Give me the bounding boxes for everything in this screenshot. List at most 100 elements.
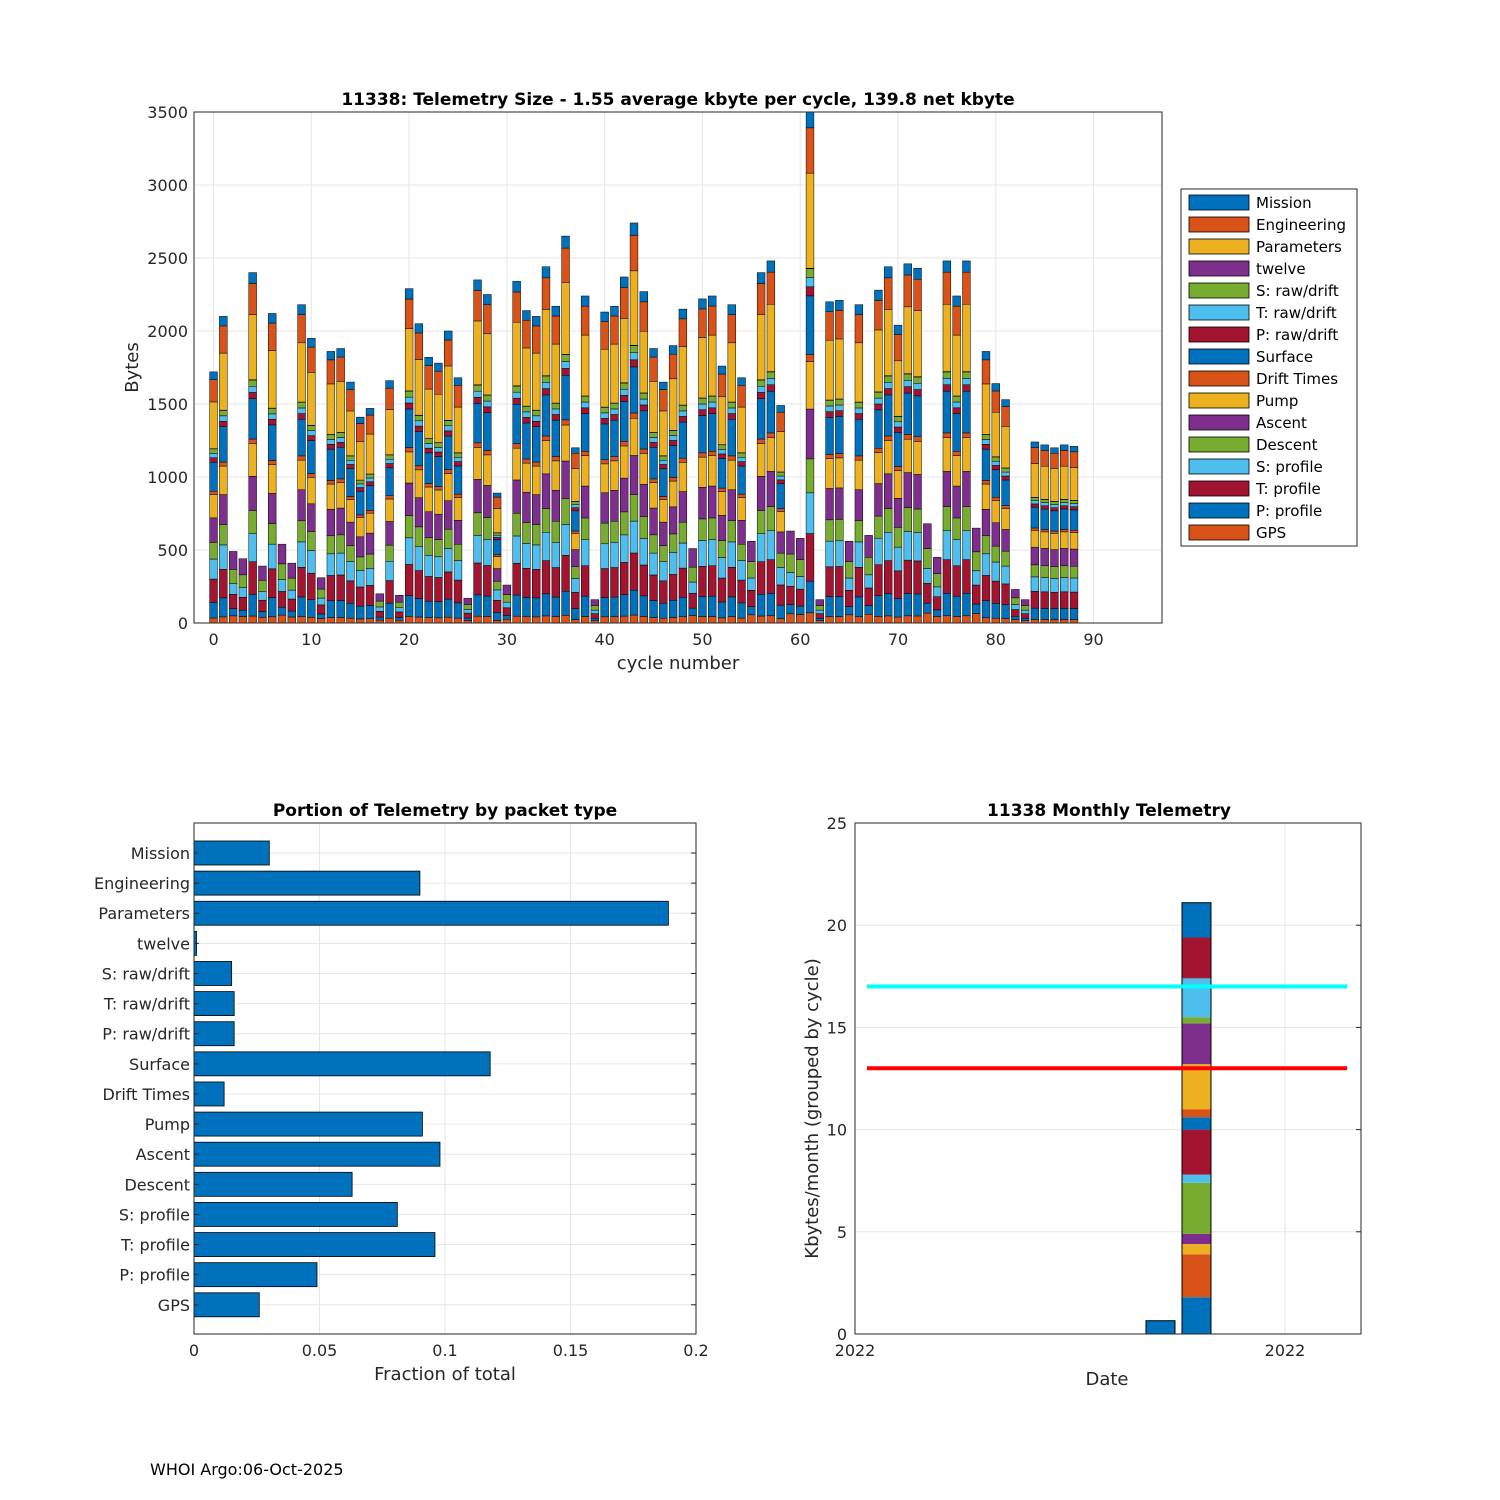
bar-cycle-18-t-profile: [385, 580, 394, 604]
bar-cycle-42-s-raw-drift: [620, 382, 629, 390]
bar-cycle-27-t-raw-drift: [473, 390, 482, 398]
bar-cycle-41-t-profile: [610, 567, 619, 598]
legend-swatch: [1188, 392, 1250, 409]
bar-cycle-46-s-profile: [659, 561, 668, 582]
portion-chart: Mission Engineering Parameters twelve S: raw…: [94, 801, 709, 1385]
bar-cycle-70-t-profile: [893, 570, 903, 599]
bar-cycle-52-s-profile: [717, 557, 727, 579]
bar-cycle-35-p-raw-drift: [551, 414, 560, 421]
bar-cycle-52-descent: [717, 540, 727, 558]
bar-cycle-18-s-raw-drift: [385, 454, 394, 460]
bar-cycle-64-p-raw-drift: [835, 410, 844, 417]
bar-cycle-79-s-raw-drift: [981, 434, 991, 440]
legend-entry: Drift Times: [1256, 370, 1338, 388]
bar-cycle-79-pump: [981, 483, 991, 510]
bar-cycle-63-t-profile: [825, 566, 834, 597]
bar-cycle-24-gps: [444, 616, 453, 624]
bar-cycle-58-pump: [776, 511, 785, 533]
bar-cycle-35-pump: [551, 460, 560, 491]
bar-cycle-51-s-profile: [708, 539, 717, 567]
bar-cycle-69-gps: [884, 615, 893, 624]
legend-swatch: [1188, 194, 1250, 211]
bar-cycle-22-t-profile: [424, 576, 433, 602]
bar-cycle-36-parameters: [561, 282, 570, 355]
bar-cycle-57-p-profile: [766, 593, 776, 617]
bar-cycle-18-pump: [385, 498, 394, 522]
bar-cycle-48-t-raw-drift: [678, 410, 688, 417]
bar-cycle-81-mission: [1001, 399, 1010, 407]
bar-cycle-75-ascent: [942, 471, 952, 507]
bar-cycle-66-s-raw-drift: [854, 402, 864, 409]
y-tick-label: 500: [157, 541, 188, 560]
bar-cycle-77-s-profile: [962, 530, 971, 560]
bar-cycle-70-engineering: [893, 334, 903, 362]
bar-cycle-32-mission: [522, 310, 531, 321]
bar-cycle-9-mission: [297, 304, 306, 315]
bar-cycle-48-pump: [678, 462, 688, 492]
bar-cycle-35-drift-times: [551, 456, 560, 462]
bar-cycle-58-t-profile: [776, 584, 785, 606]
category-label: Parameters: [98, 904, 190, 923]
bar-cycle-6-drift-times: [268, 460, 277, 465]
bar-cycle-67-t-profile: [864, 587, 873, 606]
bar-cycle-25-mission: [453, 377, 463, 386]
bar-cycle-74-descent: [932, 573, 942, 588]
bar-cycle-45-surface: [649, 447, 658, 480]
bar-cycle-46-p-raw-drift: [659, 464, 668, 470]
bar-cycle-51-ascent: [708, 485, 717, 519]
bar-cycle-41-engineering: [610, 315, 619, 345]
bar-cycle-50-s-raw-drift: [698, 398, 707, 405]
bar-cycle-38-t-profile: [580, 565, 590, 597]
bar-cycle-25-s-profile: [453, 560, 463, 581]
bar-cycle-31-ascent: [512, 479, 521, 514]
bar-cycle-38-s-profile: [580, 539, 590, 567]
bar-cycle-41-descent: [610, 520, 619, 543]
bar-cycle-10-parameters: [307, 372, 316, 426]
bar-cycle-14-ascent: [346, 521, 355, 546]
bar-cycle-31-gps: [512, 615, 521, 624]
bar-cycle-43-drift-times: [629, 412, 639, 419]
bar-cycle-50-gps: [698, 616, 707, 624]
bar-cycle-31-drift-times: [512, 443, 521, 449]
x-tick-label: 2022: [835, 1341, 876, 1360]
bar-cycle-86-s-profile: [1050, 578, 1059, 593]
bar-cycle-14-drift-times: [346, 496, 355, 500]
bar-cycle-7-t-profile: [277, 591, 287, 608]
bar-cycle-40-descent: [600, 522, 609, 545]
bar-cycle-6-t-profile: [268, 568, 277, 598]
bar-cycle-39-t-profile: [590, 613, 600, 619]
bar-cycle-54-s-profile: [737, 560, 746, 581]
bar-cycle-45-gps: [649, 617, 658, 624]
bar-cycle-76-gps: [952, 616, 961, 624]
bar-cycle-21-t-raw-drift: [414, 420, 424, 427]
y-tick-label: 0: [837, 1325, 847, 1344]
bar-cycle-4-p-raw-drift: [248, 392, 257, 399]
bar-cycle-6-s-profile: [268, 543, 277, 570]
bar-cycle-80-t-profile: [991, 580, 1000, 604]
bar-cycle-15-mission: [356, 416, 365, 424]
x-tick-label: 70: [888, 630, 908, 649]
bar-cycle-57-gps: [766, 615, 776, 624]
bar-cycle-75-p-profile: [942, 593, 952, 617]
bar-cycle-0-descent: [209, 542, 218, 560]
bar-cycle-28-s-profile: [483, 539, 492, 566]
bar-cycle-41-s-raw-drift: [610, 403, 619, 410]
bar-cycle-13-surface: [336, 447, 345, 480]
bar-cycle-4-s-raw-drift: [248, 379, 257, 387]
bar-cycle-61-drift-times: [805, 354, 815, 362]
bar-cycle-51-s-raw-drift: [708, 395, 717, 403]
bar-cycle-69-s-profile: [884, 531, 893, 561]
bar-cycle-12-t-profile: [326, 575, 336, 601]
bar-cycle-11-s-profile: [316, 597, 326, 606]
bar-cycle-1-s-profile: [219, 544, 228, 570]
bar-cycle-85-gps: [1040, 619, 1049, 624]
bar-cycle-22-ascent: [424, 511, 433, 538]
bar-cycle-46-t-profile: [659, 580, 668, 604]
bar-cycle-14-surface: [346, 468, 355, 497]
bar-cycle-38-surface: [580, 413, 590, 452]
bar-cycle-6-pump: [268, 464, 277, 494]
bar-cycle-70-descent: [893, 527, 903, 548]
legend-swatch: [1188, 502, 1250, 519]
bar-cycle-9-t-profile: [297, 567, 306, 598]
bar-cycle-72-surface: [913, 395, 922, 437]
